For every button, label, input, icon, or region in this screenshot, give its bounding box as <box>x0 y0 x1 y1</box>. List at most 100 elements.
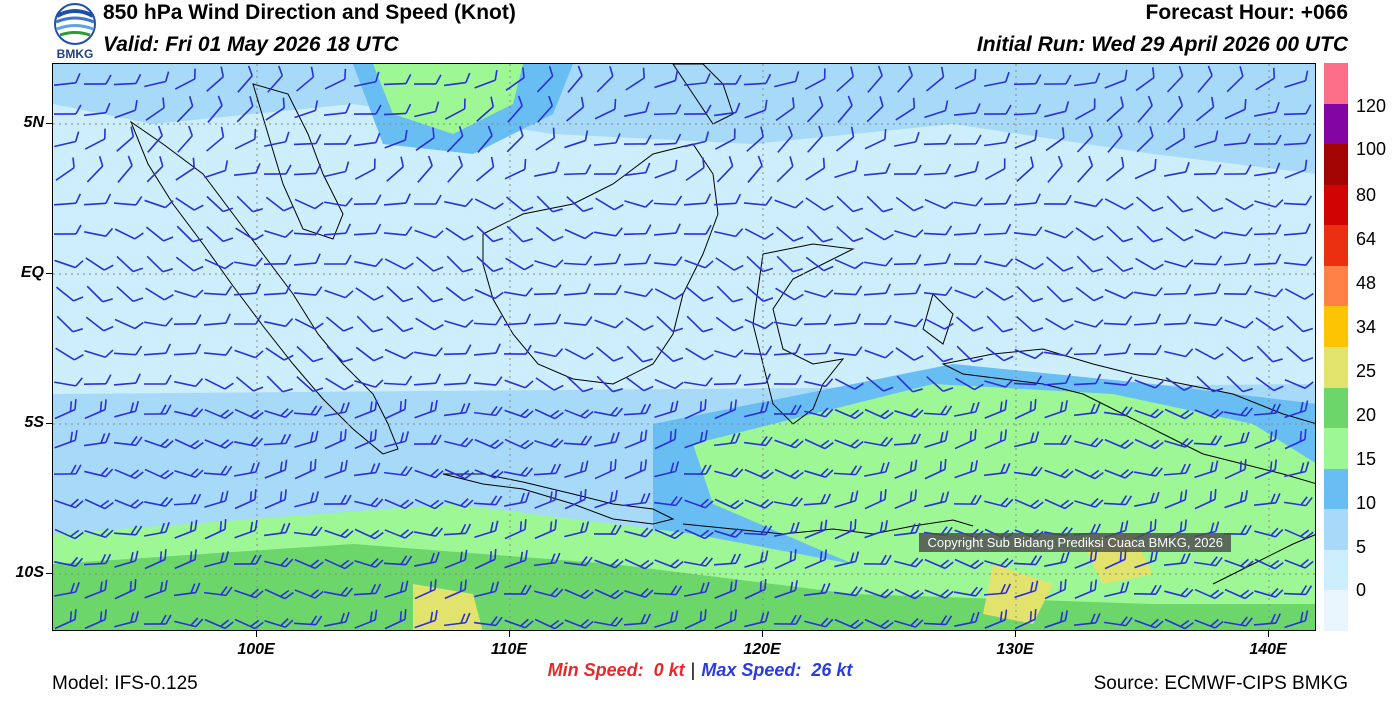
wind-barb <box>294 430 319 448</box>
papua-coast <box>941 348 1315 484</box>
wind-barb <box>383 555 413 566</box>
wind-barb <box>84 498 114 510</box>
wind-barb <box>564 130 589 149</box>
wind-barb <box>503 313 532 326</box>
wind-barb <box>507 95 523 123</box>
wind-barb <box>145 226 174 242</box>
wind-barb <box>1254 288 1284 298</box>
lon-tick <box>509 631 510 637</box>
wind-barb <box>1253 492 1281 507</box>
wind-barb <box>593 284 622 295</box>
wind-barb <box>204 408 234 420</box>
wind-barb <box>1044 400 1068 419</box>
wind-barb <box>983 132 1011 147</box>
wind-barb <box>324 289 354 299</box>
wind-barb <box>114 99 138 119</box>
lon-label-100e: 100E <box>237 641 275 658</box>
wind-barb <box>596 375 623 393</box>
wind-barb <box>84 349 114 358</box>
wind-barb <box>924 318 954 330</box>
wind-barb <box>834 258 864 270</box>
wind-barb <box>1165 377 1194 391</box>
wind-barb <box>924 198 954 210</box>
wind-barb <box>894 131 920 147</box>
wind-barb <box>954 401 980 417</box>
wind-barb <box>593 133 621 146</box>
wind-barb <box>264 489 287 510</box>
wind-barb <box>714 399 737 420</box>
wind-barb <box>1075 227 1104 241</box>
wind-barb <box>505 67 525 91</box>
wind-barb <box>1226 346 1254 362</box>
wind-barb <box>323 103 351 116</box>
wind-barb <box>1254 101 1280 117</box>
wind-barb <box>54 131 80 148</box>
wind-barb <box>203 585 233 597</box>
wind-barb <box>566 196 594 213</box>
lat-tick <box>46 273 52 274</box>
wind-barb <box>834 519 857 540</box>
wind-barb <box>743 196 773 206</box>
wind-barb <box>926 345 954 363</box>
wind-barb <box>386 316 414 333</box>
wind-barb <box>714 128 736 150</box>
wind-barb <box>1284 378 1314 390</box>
wind-barb <box>1044 468 1074 479</box>
wind-barb <box>264 229 294 238</box>
model-info: Model: IFS-0.125 <box>52 673 198 694</box>
wind-barb <box>264 557 294 568</box>
wind-barb <box>893 283 922 296</box>
wind-barb <box>595 346 624 362</box>
wind-barb <box>1254 527 1284 538</box>
wind-barb <box>384 399 407 420</box>
wind-barb <box>986 315 1013 333</box>
wind-barb <box>83 553 112 566</box>
wind-barb <box>114 401 139 418</box>
wind-barb <box>173 343 202 356</box>
wind-barb <box>296 66 315 92</box>
wind-barb <box>356 315 383 333</box>
wind-barb <box>1013 466 1043 477</box>
wind-barb <box>1104 69 1128 89</box>
wind-barb <box>625 376 654 392</box>
wind-barb <box>714 579 738 599</box>
wind-barb <box>984 258 1014 268</box>
wind-barb <box>653 104 682 116</box>
wind-barb <box>384 580 409 598</box>
wind-barb <box>235 227 264 241</box>
wind-barb <box>293 253 321 266</box>
wind-barb <box>86 285 113 303</box>
wind-barb <box>54 498 84 509</box>
wind-barb <box>1104 288 1134 300</box>
wind-barb <box>265 97 285 121</box>
wind-barb <box>1193 435 1223 446</box>
wind-barb <box>923 253 951 266</box>
wind-barb <box>923 225 953 236</box>
wind-barb <box>894 617 924 628</box>
wind-barb <box>564 588 594 600</box>
wind-barb <box>834 378 864 390</box>
wind-barb <box>684 377 713 387</box>
wind-barb <box>684 399 707 420</box>
wind-barb <box>897 65 914 93</box>
wind-barb <box>1076 125 1094 153</box>
wind-barb <box>1073 373 1102 386</box>
wind-barb <box>416 285 443 303</box>
wind-barb <box>773 343 801 356</box>
wind-barb <box>774 521 800 537</box>
wind-barb <box>716 155 734 183</box>
wind-barb <box>324 528 354 539</box>
wind-barb <box>1224 99 1247 120</box>
wind-barb <box>1253 224 1282 236</box>
wind-barb <box>176 225 203 243</box>
wind-barb <box>836 66 854 92</box>
wind-barb <box>864 588 894 599</box>
wind-barb <box>1284 70 1309 89</box>
wind-barb <box>444 98 466 120</box>
wind-barb <box>593 164 622 175</box>
wind-barb <box>383 74 412 86</box>
wind-barb <box>444 319 474 328</box>
wind-barb <box>206 226 234 243</box>
wind-barb <box>1284 558 1314 569</box>
wind-barb <box>1073 612 1101 627</box>
